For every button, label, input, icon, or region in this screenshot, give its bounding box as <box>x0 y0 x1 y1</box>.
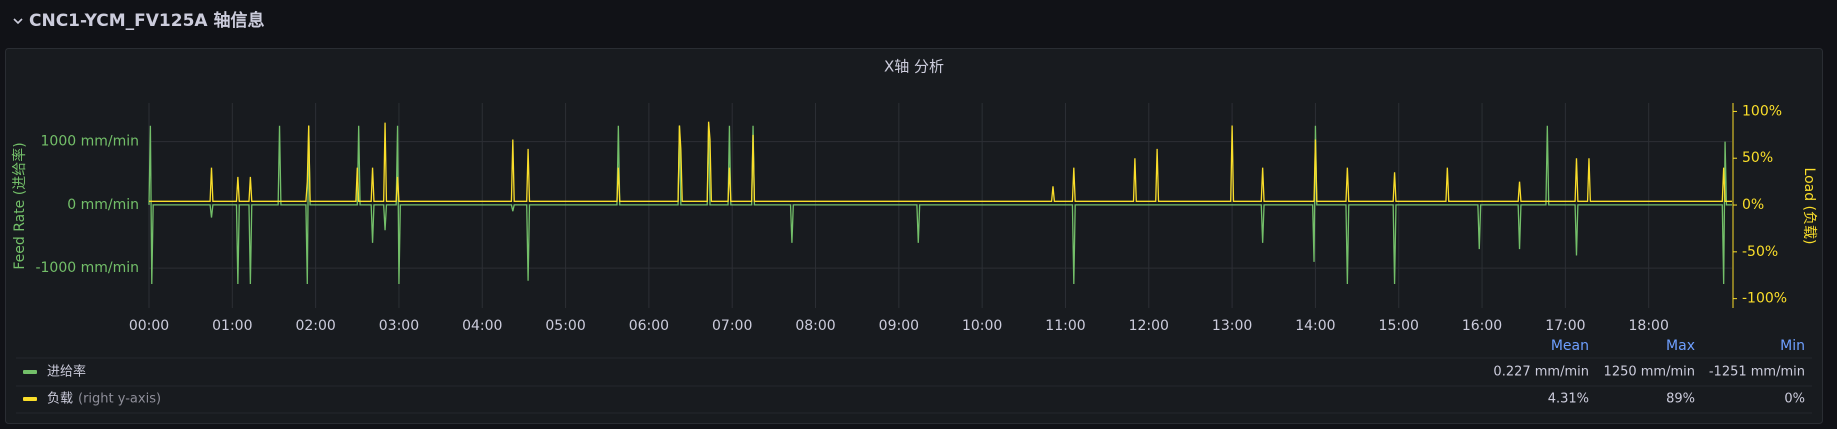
y-tick-label: -1000 mm/min <box>35 260 139 276</box>
x-tick-label: 15:00 <box>1379 318 1419 334</box>
legend-stat: 4.31% <box>1548 392 1589 407</box>
x-tick-label: 09:00 <box>879 318 919 334</box>
x-tick-label: 17:00 <box>1545 318 1585 334</box>
legend-column-header: Min <box>1780 338 1805 354</box>
legend-swatch <box>23 370 37 374</box>
x-tick-label: 00:00 <box>129 318 169 334</box>
legend-stat: 0.227 mm/min <box>1493 365 1589 380</box>
series-line <box>149 121 1732 202</box>
legend-column-header: Mean <box>1551 338 1589 354</box>
x-tick-label: 06:00 <box>629 318 669 334</box>
x-tick-label: 10:00 <box>962 318 1002 334</box>
y-tick-label: 1000 mm/min <box>41 134 139 150</box>
legend-swatch <box>23 397 37 401</box>
y2-tick-label: 100% <box>1742 103 1782 119</box>
plot <box>148 121 1732 285</box>
y-axis-title: Feed Rate (进给率) <box>11 142 28 269</box>
x-tick-label: 02:00 <box>295 318 335 334</box>
y2-tick-label: -50% <box>1742 244 1778 260</box>
legend-label: 负载 <box>47 392 73 407</box>
panel <box>5 48 1823 424</box>
collapse-chevron[interactable] <box>13 18 23 25</box>
x-tick-label: 03:00 <box>379 318 419 334</box>
legend-stat: 1250 mm/min <box>1604 365 1695 380</box>
x-tick-label: 04:00 <box>462 318 502 334</box>
x-tick-label: 07:00 <box>712 318 752 334</box>
legend: Mean Max Min 进给率 0.227 mm/min 1250 mm/min -125… <box>16 338 1812 414</box>
x-tick-label: 01:00 <box>212 318 252 334</box>
x-tick-label: 16:00 <box>1462 318 1502 334</box>
panel-title: X轴 分析 <box>884 58 944 76</box>
row-title[interactable]: CNC1-YCM_FV125A 轴信息 <box>29 10 265 31</box>
grid: 00:00 01:00 02:00 03:00 04:00 05:00 06:00 07:00… <box>35 103 1787 334</box>
legend-column-header: Max <box>1666 338 1695 354</box>
y2-tick-label: -100% <box>1742 291 1787 307</box>
y2-tick-label: 0% <box>1742 197 1764 213</box>
y2-tick-label: 50% <box>1742 150 1773 166</box>
x-tick-label: 13:00 <box>1212 318 1252 334</box>
legend-stat: -1251 mm/min <box>1709 365 1805 380</box>
legend-label: 进给率 <box>47 364 86 380</box>
legend-stat: 89% <box>1666 392 1695 407</box>
x-tick-label: 14:00 <box>1295 318 1335 334</box>
x-tick-label: 18:00 <box>1629 318 1669 334</box>
x-tick-label: 08:00 <box>795 318 835 334</box>
legend-stat: 0% <box>1784 392 1805 407</box>
x-tick-label: 11:00 <box>1045 318 1085 334</box>
x-tick-label: 05:00 <box>545 318 585 334</box>
y-tick-label: 0 mm/min <box>67 197 139 213</box>
x-tick-label: 12:00 <box>1129 318 1169 334</box>
y2-axis-title: Load (负载) <box>1801 168 1817 245</box>
legend-note: (right y-axis) <box>78 392 161 407</box>
